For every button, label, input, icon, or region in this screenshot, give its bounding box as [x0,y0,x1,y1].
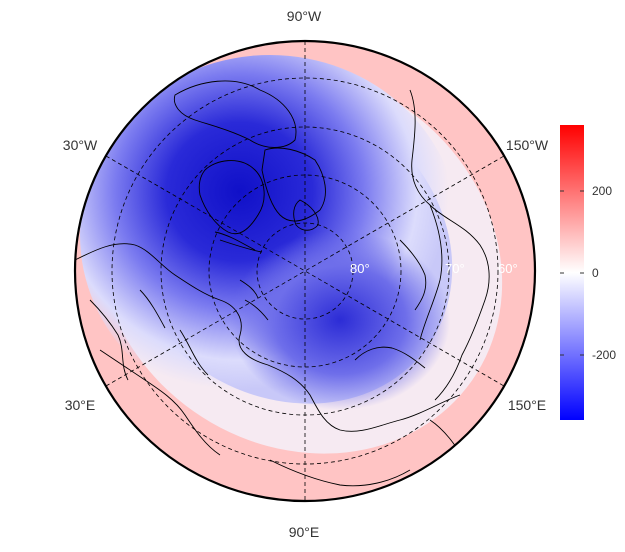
longitude-label-top: 90°W [287,8,322,24]
longitude-label-upper-left: 30°W [63,137,98,153]
latitude-label-80: 80° [350,261,370,276]
longitude-label-lower-left: 30°E [65,397,96,413]
latitude-label-60: 60° [498,261,518,276]
map-border [73,39,537,503]
colorbar-tick-minus200: -200 [592,348,616,362]
longitude-label-upper-right: 150°W [506,137,549,153]
colorbar-tick-200: 200 [592,184,612,198]
colorbar: 200 0 -200 [560,125,616,420]
longitude-label-lower-right: 150°E [508,397,546,413]
coastlines [75,80,490,487]
field-low-east [230,230,450,410]
field-layer [75,41,535,501]
latitude-label-70: 70° [445,261,465,276]
graticule [105,41,505,501]
longitude-label-bottom: 90°E [289,524,320,540]
colorbar-tick-0: 0 [592,266,599,280]
